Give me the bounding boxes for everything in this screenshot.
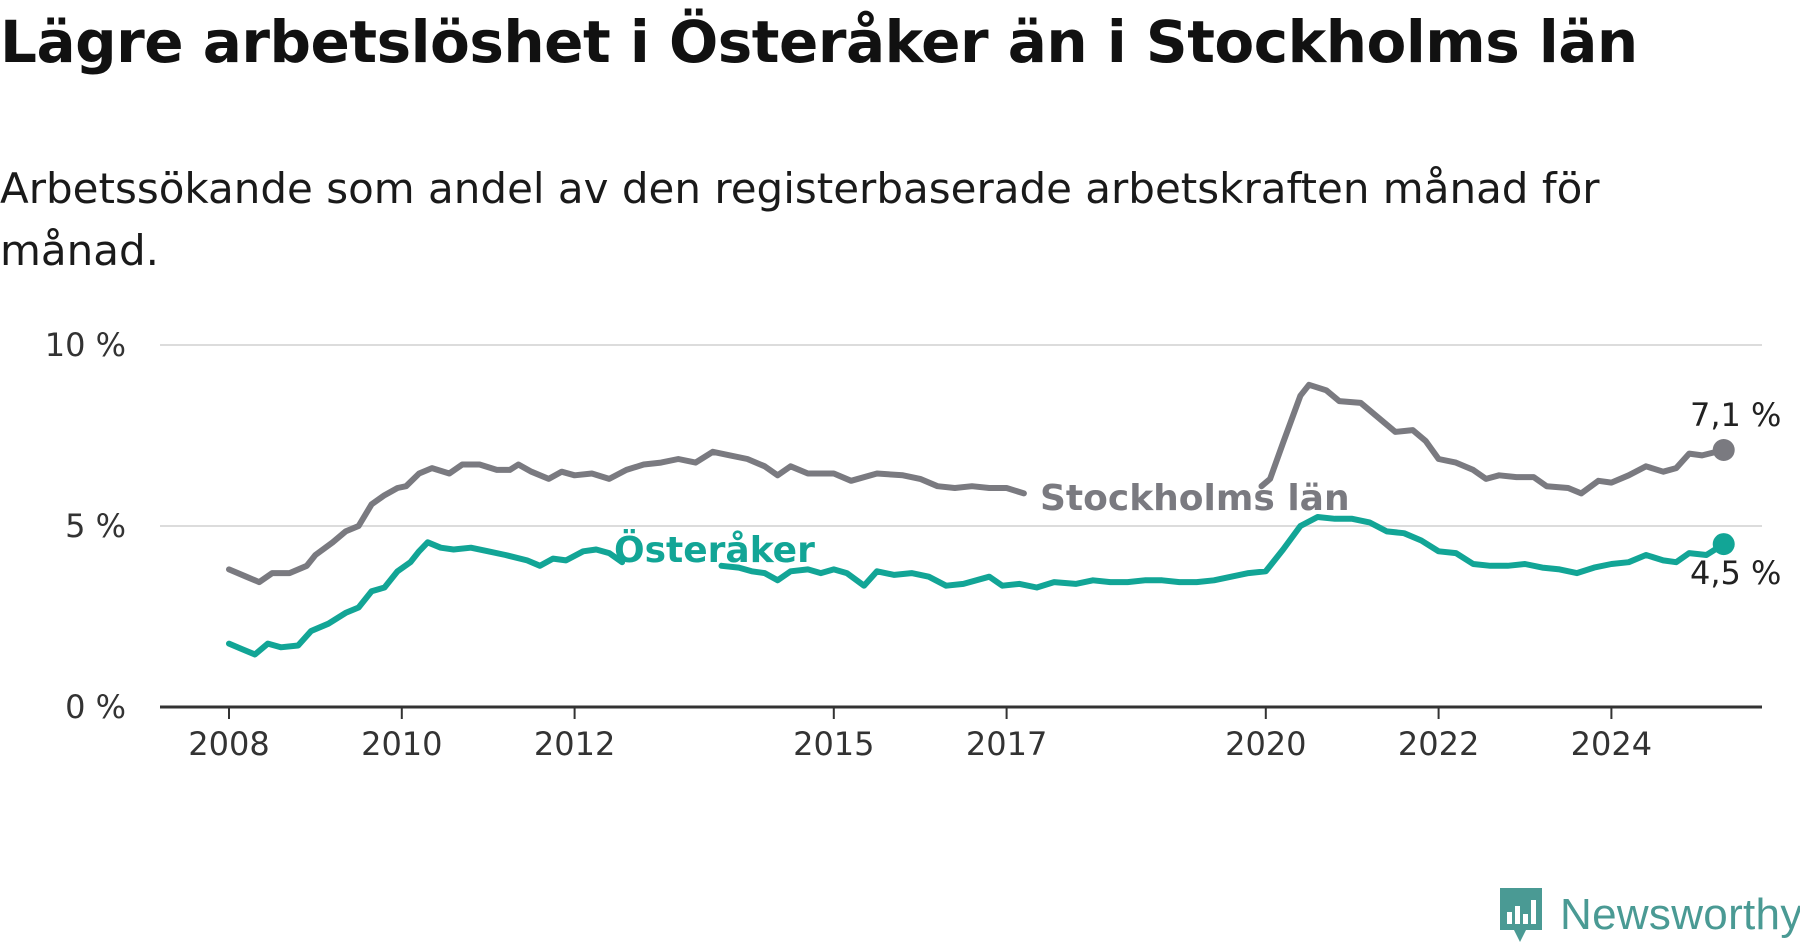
end-value-label-stockholm: 7,1 % xyxy=(1690,396,1781,434)
brand-name: Newsworthy xyxy=(1560,890,1800,939)
end-point-osteraker xyxy=(1712,533,1735,556)
series-line-stockholm xyxy=(226,448,1027,586)
x-tick-label: 2008 xyxy=(188,725,269,763)
y-tick-label: 0 % xyxy=(65,688,126,726)
series-label-osteraker: Österåker xyxy=(614,529,815,571)
x-tick-label: 2017 xyxy=(966,725,1047,763)
x-tick-label: 2010 xyxy=(361,725,442,763)
series-label-stockholm: Stockholms län xyxy=(1040,478,1350,519)
y-tick-label: 10 % xyxy=(45,326,126,364)
newsworthy-logo-icon xyxy=(1500,888,1542,942)
x-tick-label: 2015 xyxy=(793,725,874,763)
brand-logo: Newsworthy xyxy=(1496,886,1800,944)
x-tick-label: 2020 xyxy=(1225,725,1306,763)
x-tick-label: 2012 xyxy=(534,725,615,763)
chart-subtitle: Arbetssökande som andel av den registerb… xyxy=(0,164,1600,275)
series-line-stockholm xyxy=(1258,381,1727,497)
chart-title: Lägre arbetslöshet i Österåker än i Stoc… xyxy=(0,8,1638,76)
x-tick-label: 2024 xyxy=(1571,725,1652,763)
y-tick-label: 5 % xyxy=(65,507,126,545)
end-value-label-osteraker: 4,5 % xyxy=(1690,554,1781,592)
x-tick-label: 2022 xyxy=(1398,725,1479,763)
series-line-osteraker xyxy=(718,514,1727,591)
series-line-osteraker xyxy=(226,539,626,658)
end-point-stockholm xyxy=(1712,438,1735,461)
